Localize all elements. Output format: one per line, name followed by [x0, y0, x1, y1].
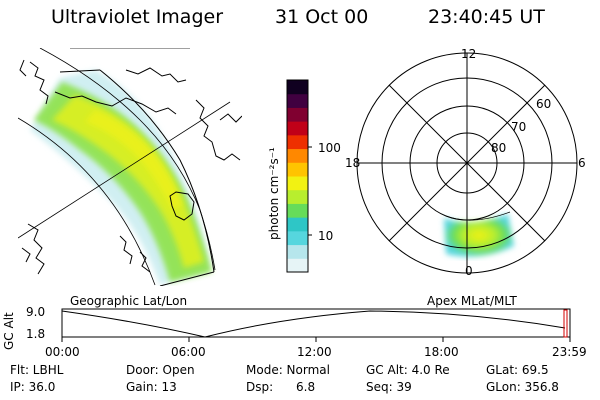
- info-filter: Flt: LBHL: [10, 363, 64, 377]
- instrument-title: Ultraviolet Imager: [51, 6, 224, 28]
- colorbar-segment: [287, 148, 308, 163]
- info-dsp: Dsp: 6.8: [246, 380, 316, 394]
- alt-xtick-1: 06:00: [171, 345, 206, 359]
- info-gc-alt: GC Alt: 4.0 Re: [366, 363, 450, 377]
- colorbar-segment: [287, 107, 308, 122]
- mlt-label-18: 18: [345, 156, 361, 170]
- colorbar-segment: [287, 134, 308, 150]
- colorbar-segment: [287, 258, 308, 273]
- colorbar-tick-10: 10: [318, 229, 334, 243]
- colorbar-segment: [287, 121, 308, 136]
- colorbar-segment: [287, 230, 308, 246]
- alt-plot-ymax: 9.0: [26, 305, 46, 319]
- info-seq: Seq: 39: [366, 380, 412, 394]
- mlt-label-6: 6: [578, 156, 586, 170]
- current-time-marker: [563, 309, 568, 338]
- mlt-label-0: 0: [465, 264, 473, 278]
- mlat-label-80: 80: [491, 141, 507, 155]
- info-mode: Mode: Normal: [246, 363, 330, 377]
- info-gain: Gain: 13: [126, 380, 177, 394]
- polar-panel-label: Apex MLat/MLT: [427, 294, 517, 308]
- colorbar-segment: [287, 217, 308, 232]
- date-label: 31 Oct 00: [275, 6, 369, 28]
- colorbar-unit-label: photon cm⁻²s⁻¹: [267, 147, 281, 240]
- mlat-label-70: 70: [511, 120, 527, 134]
- aurora-core: [52, 95, 204, 268]
- info-glon: GLon: 356.8: [486, 380, 559, 394]
- mlat-label-60: 60: [536, 97, 552, 111]
- time-label: 23:40:45 UT: [428, 6, 545, 28]
- coastlines: [19, 59, 242, 275]
- colorbar-tick-100: 100: [318, 141, 341, 155]
- polar-panel: [356, 52, 578, 274]
- mlt-label-12: 12: [461, 47, 477, 61]
- altitude-plot: [61, 308, 571, 342]
- colorbar-segment: [287, 203, 308, 218]
- alt-xtick-0: 00:00: [45, 345, 80, 359]
- swath-boundary: [59, 69, 215, 286]
- geographic-panel: [18, 48, 242, 286]
- alt-plot-ymin: 1.8: [26, 327, 46, 341]
- polar-aurora: [444, 214, 514, 257]
- colorbar: [286, 79, 312, 273]
- colorbar-segment: [287, 93, 308, 108]
- info-glat: GLat: 69.5: [486, 363, 549, 377]
- info-door: Door: Open: [126, 363, 195, 377]
- alt-xtick-2: 12:00: [297, 345, 332, 359]
- colorbar-segment: [287, 80, 308, 95]
- alt-plot-ylabel: GC Alt: [2, 312, 16, 350]
- colorbar-segment: [287, 189, 308, 204]
- alt-xtick-3: 18:00: [424, 345, 459, 359]
- colorbar-segment: [287, 244, 308, 259]
- colorbar-segment: [287, 176, 308, 191]
- altitude-curve: [61, 310, 566, 338]
- colorbar-frame: [286, 79, 309, 273]
- alt-xtick-4: 23:59: [552, 345, 587, 359]
- geographic-panel-label: Geographic Lat/Lon: [70, 294, 188, 308]
- info-ip: IP: 36.0: [10, 380, 56, 394]
- colorbar-segment: [287, 162, 308, 177]
